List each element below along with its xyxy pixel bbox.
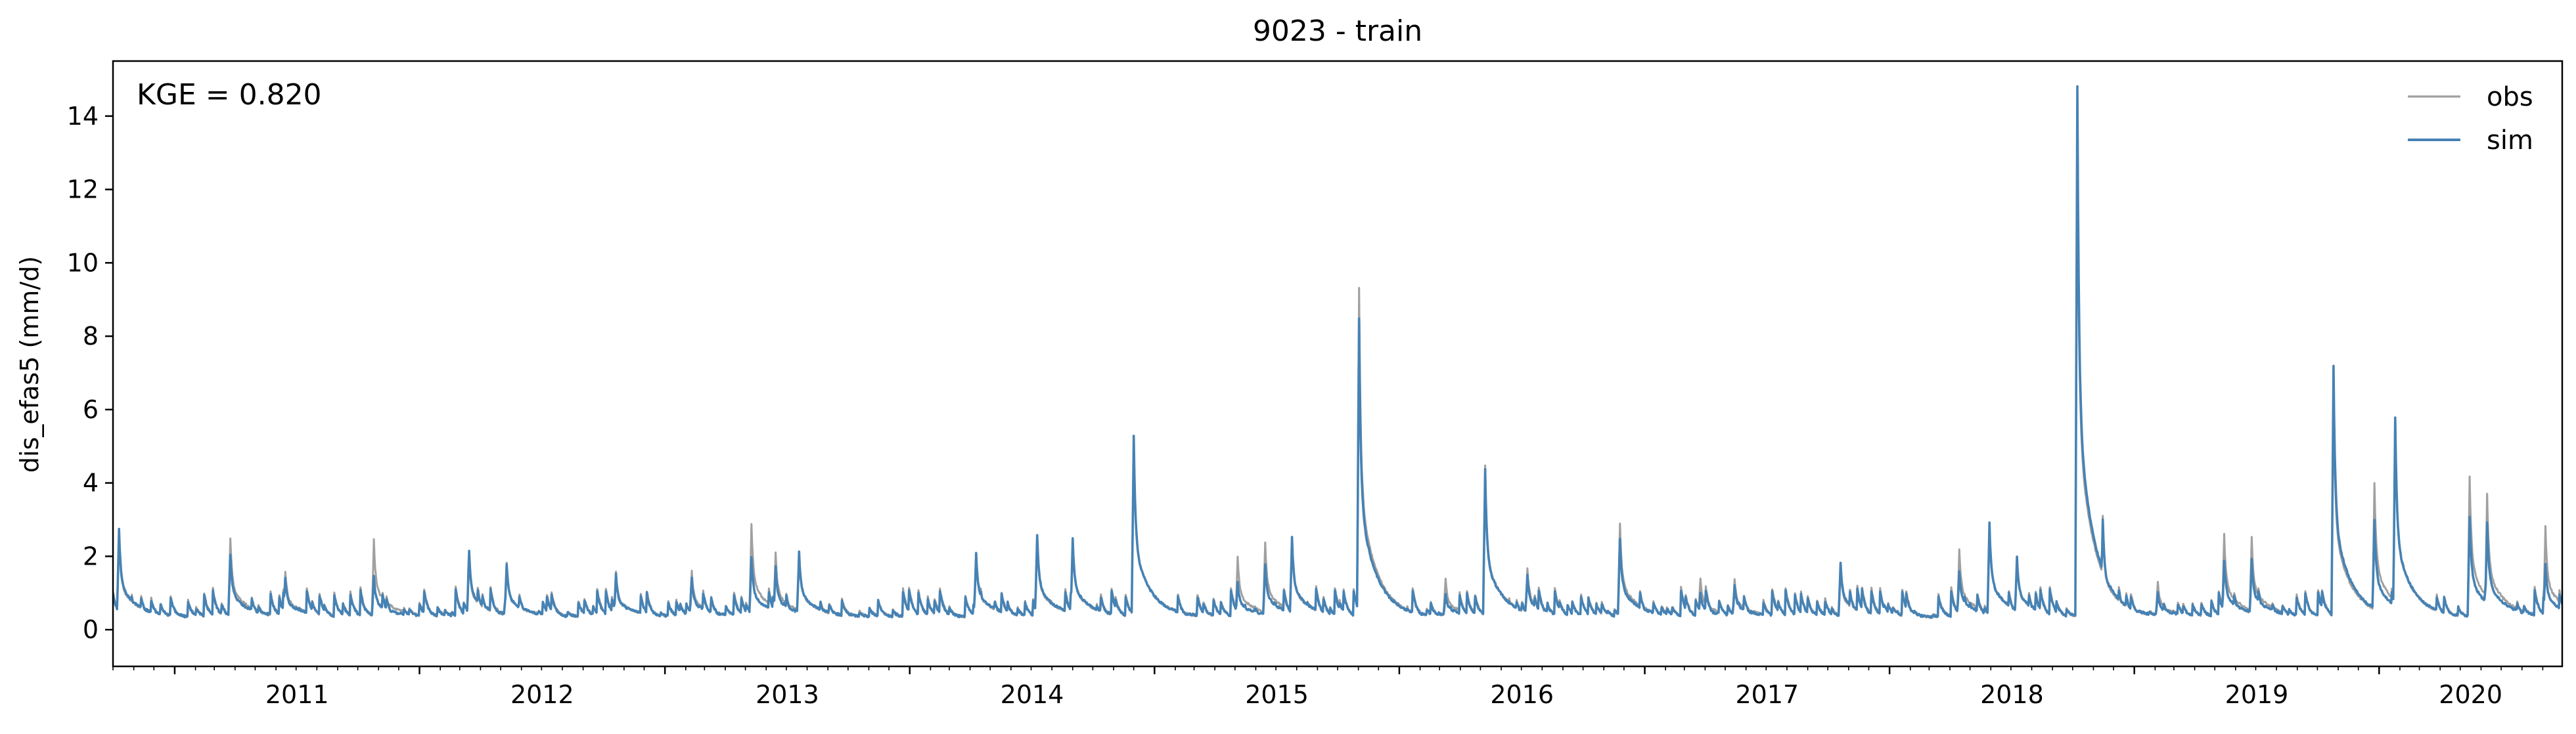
x-tick-label: 2018 (1980, 680, 2044, 709)
legend-label-sim: sim (2487, 125, 2533, 156)
x-tick-label: 2017 (1735, 680, 1799, 709)
x-tick-label: 2016 (1490, 680, 1554, 709)
y-tick-label: 12 (67, 175, 99, 204)
x-tick-label: 2019 (2225, 680, 2289, 709)
x-axis-ticks: 2011 2012 2013 2014 2015 2016 2017 2018 2019 2020 (112, 666, 2544, 709)
kge-annotation: KGE = 0.820 (137, 78, 322, 112)
y-tick-label: 4 (83, 469, 99, 498)
x-tick-label: 2013 (756, 680, 819, 709)
y-tick-label: 8 (83, 322, 99, 351)
y-tick-label: 10 (67, 248, 99, 277)
y-tick-label: 14 (67, 102, 99, 131)
chart-legend: obs sim (2408, 82, 2533, 156)
series-layer (113, 85, 2562, 619)
y-axis-label: dis_efas5 (mm/d) (15, 256, 44, 473)
x-tick-label: 2012 (510, 680, 574, 709)
legend-label-obs: obs (2487, 82, 2533, 112)
series-line-sim (113, 85, 2562, 619)
y-tick-label: 6 (83, 395, 99, 424)
x-tick-label: 2020 (2439, 680, 2502, 709)
y-axis-ticks: 0 2 4 6 8 10 12 14 (67, 102, 113, 644)
x-tick-label: 2015 (1245, 680, 1309, 709)
y-tick-label: 2 (83, 542, 99, 571)
x-tick-label: 2011 (265, 680, 329, 709)
chart-title: 9023 - train (1253, 14, 1422, 48)
x-tick-label: 2014 (1001, 680, 1064, 709)
y-tick-label: 0 (83, 615, 99, 644)
